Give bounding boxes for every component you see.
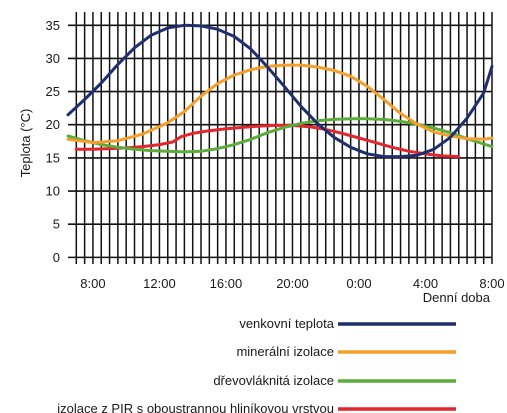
x-axis-label: Denní doba — [423, 290, 491, 305]
chart-axes: 0 5 10 15 20 25 30 35 8:00 12:00 16:00 20:00 0:00 4:0… — [46, 18, 505, 291]
series-line-2 — [66, 63, 494, 145]
chart-grid — [68, 12, 493, 264]
x-tick-label: 0:00 — [346, 276, 371, 291]
y-tick-label: 25 — [46, 84, 60, 99]
x-tick-label: 8:00 — [479, 276, 504, 291]
y-tick-label: 5 — [53, 217, 60, 232]
y-axis-label: Teplota (°C) — [18, 109, 33, 178]
series-line-1 — [66, 23, 494, 159]
y-tick-label: 15 — [46, 150, 60, 165]
legend-label: minerální izolace — [236, 344, 334, 359]
series-line-3 — [66, 117, 494, 154]
chart-series — [66, 23, 494, 159]
x-tick-label: 8:00 — [80, 276, 105, 291]
y-tick-label: 20 — [46, 117, 60, 132]
y-tick-label: 35 — [46, 18, 60, 33]
x-tick-label: 16:00 — [210, 276, 243, 291]
legend-label: venkovní teplota — [239, 316, 334, 331]
legend-label: izolace z PIR s oboustrannou hliníkovou … — [57, 401, 334, 413]
y-tick-label: 10 — [46, 184, 60, 199]
x-tick-label: 12:00 — [143, 276, 176, 291]
x-tick-label: 4:00 — [413, 276, 438, 291]
legend-label: dřevovláknitá izolace — [213, 373, 334, 388]
y-tick-label: 0 — [53, 250, 60, 265]
chart-legend: venkovní teplota minerální izolace dřevovl… — [57, 316, 456, 413]
series-line-4 — [74, 123, 461, 159]
y-tick-label: 30 — [46, 51, 60, 66]
x-tick-label: 20:00 — [276, 276, 309, 291]
